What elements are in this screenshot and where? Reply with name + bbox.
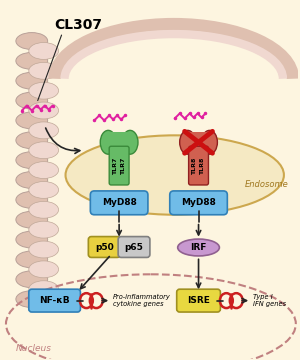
Text: Nucleus: Nucleus	[16, 344, 52, 353]
Ellipse shape	[29, 281, 58, 298]
Ellipse shape	[16, 172, 48, 188]
Bar	[188, 132, 209, 150]
Ellipse shape	[29, 241, 58, 258]
Ellipse shape	[29, 82, 58, 99]
Ellipse shape	[29, 261, 58, 278]
Ellipse shape	[16, 211, 48, 228]
Bar	[108, 132, 130, 150]
Ellipse shape	[29, 162, 58, 179]
FancyBboxPatch shape	[88, 237, 120, 257]
FancyBboxPatch shape	[109, 146, 129, 185]
Text: Pro-inflammatory
cytokine genes: Pro-inflammatory cytokine genes	[113, 294, 171, 307]
FancyBboxPatch shape	[177, 289, 220, 312]
Text: p65: p65	[124, 243, 143, 252]
Ellipse shape	[16, 231, 48, 248]
Ellipse shape	[16, 271, 48, 288]
FancyBboxPatch shape	[118, 237, 150, 257]
Text: TLR8: TLR8	[200, 157, 205, 175]
Text: Endosome: Endosome	[245, 180, 289, 189]
Text: ISRE: ISRE	[187, 296, 210, 305]
Text: IRF: IRF	[190, 243, 207, 252]
Ellipse shape	[16, 33, 48, 49]
FancyBboxPatch shape	[90, 191, 148, 215]
Ellipse shape	[29, 62, 58, 79]
Ellipse shape	[16, 72, 48, 89]
Ellipse shape	[178, 239, 219, 256]
Ellipse shape	[16, 251, 48, 268]
Text: TLR8: TLR8	[192, 157, 197, 175]
Text: TLR7: TLR7	[113, 157, 118, 175]
Text: TLR7: TLR7	[121, 157, 126, 175]
FancyBboxPatch shape	[189, 146, 208, 185]
FancyBboxPatch shape	[170, 191, 227, 215]
Ellipse shape	[29, 42, 58, 59]
Text: Type I
IFN genes: Type I IFN genes	[253, 294, 286, 307]
Ellipse shape	[29, 201, 58, 218]
Ellipse shape	[122, 130, 138, 154]
Ellipse shape	[29, 181, 58, 198]
Ellipse shape	[16, 291, 48, 307]
Ellipse shape	[16, 53, 48, 69]
Ellipse shape	[16, 192, 48, 208]
Ellipse shape	[100, 130, 116, 154]
Ellipse shape	[16, 152, 48, 168]
Ellipse shape	[202, 130, 218, 154]
Text: NF-κB: NF-κB	[39, 296, 70, 305]
Text: p50: p50	[95, 243, 114, 252]
Ellipse shape	[29, 122, 58, 139]
FancyBboxPatch shape	[29, 289, 80, 312]
Text: MyD88: MyD88	[181, 198, 216, 207]
Ellipse shape	[29, 102, 58, 119]
Text: MyD88: MyD88	[102, 198, 136, 207]
Ellipse shape	[29, 221, 58, 238]
Ellipse shape	[16, 92, 48, 109]
Ellipse shape	[16, 112, 48, 129]
Text: CL307: CL307	[55, 18, 103, 32]
Ellipse shape	[29, 142, 58, 159]
Ellipse shape	[65, 135, 284, 215]
Ellipse shape	[180, 130, 196, 154]
Ellipse shape	[16, 132, 48, 149]
